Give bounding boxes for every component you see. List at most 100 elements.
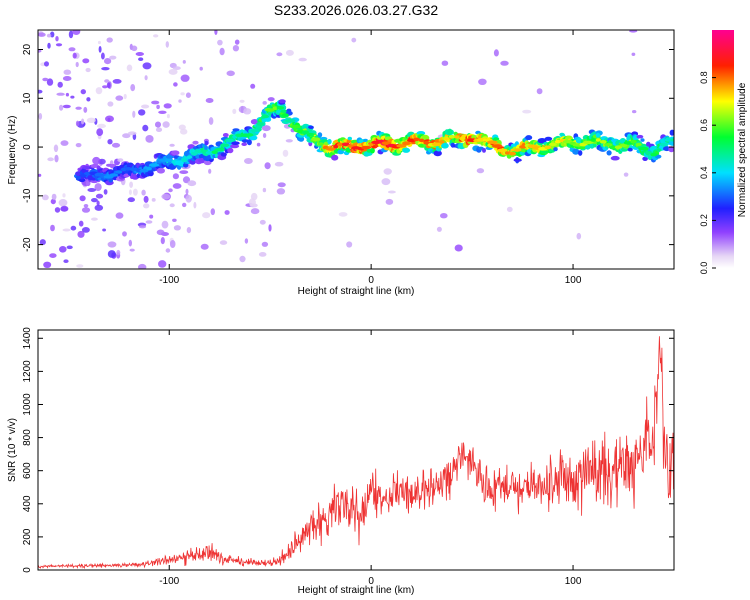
heatmap-core-cell [459,136,465,141]
heatmap-noise-cell [274,161,284,167]
heatmap-core-cell [595,138,601,142]
heatmap-ridge-cell [232,128,240,132]
heatmap-noise-cell [75,61,79,68]
heatmap-noise-cell [62,193,66,198]
heatmap-core-cell [94,172,103,177]
heatmap-noise-cell [506,206,513,212]
heatmap-noise-cell [165,248,171,253]
heatmap-noise-cell [80,89,87,95]
heatmap-noise-cell [62,76,72,81]
heatmap-ridge-cell [156,167,165,174]
heatmap-ridge-cell [668,146,674,153]
heatmap-noise-cell [631,52,636,56]
heatmap-noise-cell [141,104,150,109]
heatmap-x-ticks: -100 0 100 [159,30,582,286]
heatmap-noise-cell [53,144,59,153]
heatmap-core-cell [302,130,309,134]
heatmap-core-cell [492,144,503,148]
heatmap-noise-cell [87,188,96,192]
heatmap-core-cell [544,145,552,150]
heatmap-noise-cell [285,139,293,143]
heatmap-noise-cell [94,204,104,211]
heatmap-noise-cell [72,52,77,59]
chart-title: S233.2026.026.03.27.G32 [274,2,438,18]
heatmap-core-cell [497,148,508,153]
heatmap-noise-cell [122,231,127,237]
heatmap-ridge-cell [230,144,240,149]
heatmap-noise-cell [138,225,147,229]
heatmap-core-cell [186,155,193,159]
heatmap-ridge-cell [331,154,339,161]
heatmap-noise-cell [102,228,106,232]
heatmap-noise-cell [186,227,192,234]
heatmap-noise-cell [112,79,122,84]
heatmap-noise-cell [338,212,348,217]
heatmap-noise-cell [158,260,167,268]
heatmap-noise-cell [239,255,246,263]
heatmap-noise-cell [173,225,181,231]
heatmap-noise-cell [141,189,146,196]
heatmap-noise-cell [101,52,105,60]
heatmap-noise-cell [91,217,98,221]
heatmap-noise-cell [180,92,185,96]
heatmap-noise-cell [149,214,154,219]
heatmap-ridge-cell [363,138,368,142]
heatmap-noise-cell [105,115,114,123]
snr-panel: -100 0 100 0 200 400 600 800 1000 1200 1400 Heigh… [7,327,675,596]
heatmap-noise-cell [130,84,136,92]
heatmap-noise-cell [169,143,175,147]
heatmap-noise-cell [262,187,267,193]
heatmap-core-cell [509,151,516,156]
heatmap-core-cell [333,144,339,149]
heatmap-core-cell [519,145,527,149]
heatmap-core-cell [75,175,82,180]
heatmap-noise-cell [500,60,509,66]
heatmap-noise-cell [57,81,63,88]
heatmap-noise-cell [180,74,190,82]
heatmap-noise-cell [277,182,286,188]
heatmap-noise-cell [63,69,72,75]
heatmap-noise-cell [83,106,88,113]
heatmap-noise-cell [95,87,103,95]
heatmap-core-cell [205,150,214,155]
heatmap-noise-cell [156,229,165,236]
heatmap-ridge-cell [640,138,645,142]
heatmap-core-cell [549,142,557,147]
heatmap-noise-cell [131,45,138,52]
heatmap-ridge-cell [82,166,91,170]
heatmap-noise-cell [62,228,71,232]
heatmap-noise-cell [107,101,114,107]
heatmap-noise-cell [38,173,42,177]
colorbar: 0.0 0.2 0.4 0.6 0.8 Normalized spectral ampl… [699,30,748,274]
heatmap-noise-cell [63,259,69,264]
heatmap-core-cell [360,145,372,150]
heatmap-noise-cell [47,157,54,162]
heatmap-ridge-cell [606,150,612,156]
heatmap-ridge-cell [192,140,199,145]
heatmap-noise-cell [144,75,148,81]
heatmap-core-cell [214,147,225,152]
heatmap-core-cell [402,141,411,146]
heatmap-noise-cell [262,101,267,105]
heatmap-noise-cell [629,30,638,33]
snr-y-axis-label: SNR (10 * v/v) [7,418,18,482]
heatmap-noise-cell [62,104,71,109]
heatmap-ridge-cell [346,139,351,144]
heatmap-noise-cell [208,117,214,125]
heatmap-ridge-cell [264,117,272,122]
heatmap-noise-cell [383,168,392,175]
heatmap-noise-cell [243,108,252,115]
heatmap-noise-cell [258,252,267,257]
heatmap-core-cell [619,143,628,148]
heatmap-noise-cell [81,118,85,125]
heatmap-core-cell [659,142,669,147]
heatmap-noise-cell [440,213,448,219]
heatmap-noise-cell [55,36,59,42]
heatmap-noise-cell [276,188,286,195]
heatmap-noise-cell [145,220,153,224]
heatmap-noise-cell [42,77,49,82]
heatmap-ridge-cell [298,136,305,142]
heatmap-ridge-cell [123,173,130,178]
heatmap-noise-cell [387,190,396,194]
